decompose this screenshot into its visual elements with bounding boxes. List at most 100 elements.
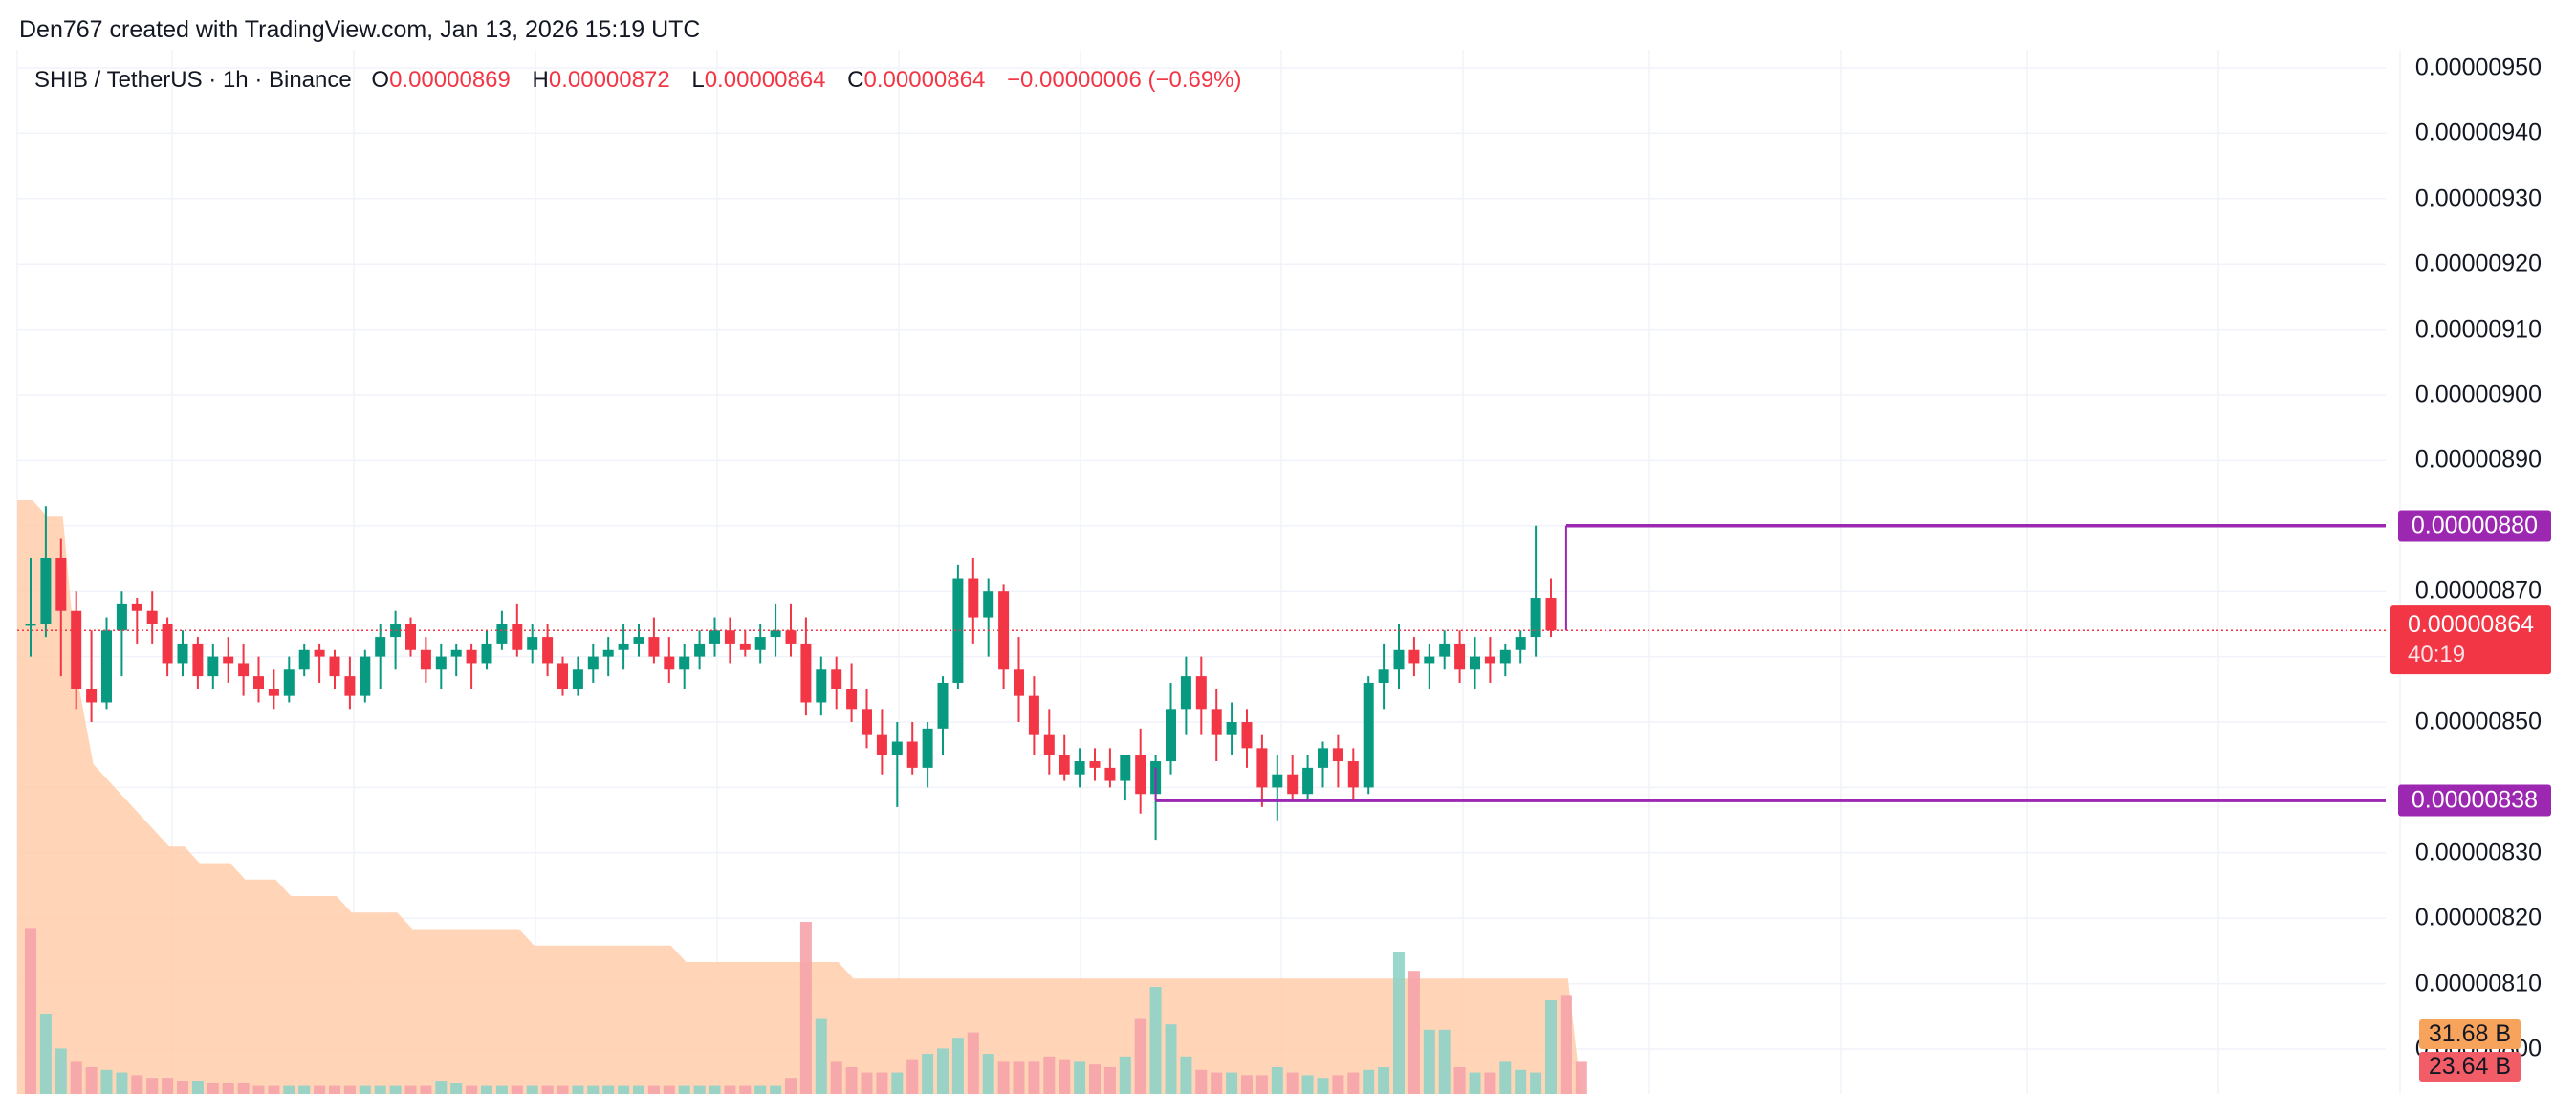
volume-bar	[1103, 1067, 1116, 1094]
price-axis-tick: 0.00000890	[2414, 446, 2542, 473]
candle-body	[1043, 734, 1055, 755]
volume-bar	[557, 1085, 569, 1094]
candle-body	[694, 643, 706, 657]
price-axis-tick: 0.00000950	[2414, 54, 2542, 81]
volume-bar	[572, 1085, 584, 1094]
candle-body	[1408, 649, 1420, 664]
candle-body	[587, 656, 599, 670]
volume-bar	[1363, 1069, 1375, 1094]
volume-bar	[283, 1085, 295, 1094]
symbol-legend: SHIB / TetherUS · 1h · Binance O0.000008…	[34, 67, 1242, 94]
volume-bar	[815, 1018, 827, 1094]
volume-bar	[709, 1085, 721, 1094]
candle-body	[1241, 722, 1253, 749]
candle-body	[1347, 761, 1359, 788]
candle-body	[1318, 748, 1328, 768]
volume-bar	[1180, 1056, 1192, 1094]
candle-body	[1059, 755, 1070, 775]
candle-body	[664, 656, 675, 670]
price-axis-tick: 0.00000900	[2414, 381, 2542, 408]
volume-ma-area	[17, 500, 1582, 1094]
candle-body	[1028, 695, 1039, 735]
candle-body	[86, 689, 98, 703]
candle-body	[709, 630, 720, 644]
volume-bar	[1211, 1072, 1223, 1094]
volume-bar	[1089, 1064, 1101, 1094]
volume-bar	[1317, 1078, 1329, 1094]
candle-body	[375, 637, 386, 657]
volume-bar	[481, 1085, 492, 1094]
volume-bar	[1393, 952, 1405, 1094]
chart-canvas[interactable]	[0, 50, 2576, 1094]
horizontal-line-price-tag: 0.00000880	[2397, 510, 2551, 542]
volume-bar	[647, 1085, 660, 1094]
volume-bar	[618, 1085, 630, 1094]
price-axis-tick: 0.00000850	[2414, 708, 2542, 735]
candle-body	[1499, 649, 1511, 664]
volume-bar	[967, 1032, 979, 1094]
candle-body	[1272, 774, 1283, 788]
volume-bar	[374, 1085, 386, 1094]
volume-bar	[1438, 1029, 1451, 1094]
price-axis-tick: 0.00000940	[2414, 119, 2542, 146]
volume-bar	[466, 1085, 478, 1094]
volume-bar	[343, 1085, 356, 1094]
volume-bar	[891, 1072, 904, 1094]
volume-bar	[1484, 1072, 1496, 1094]
price-axis-tick: 0.00000930	[2414, 185, 2542, 212]
volume-bar	[1408, 971, 1420, 1094]
volume-tag: 31.68 B	[2418, 1019, 2521, 1049]
candle-body	[116, 603, 127, 631]
candle-body	[55, 558, 67, 611]
volume-bar	[876, 1072, 888, 1094]
candle-body	[450, 649, 462, 657]
candle-body	[1515, 637, 1526, 650]
candle-body	[253, 676, 264, 689]
volume-bar	[191, 1081, 204, 1094]
open-value: 0.00000869	[389, 67, 511, 93]
volume-bar	[70, 1061, 82, 1094]
candle-body	[344, 676, 356, 696]
volume-bar	[298, 1085, 311, 1094]
price-axis-tick: 0.00000910	[2414, 316, 2542, 343]
volume-bar	[1545, 1000, 1557, 1094]
candle-body	[1424, 656, 1435, 664]
volume-bar	[39, 1014, 52, 1094]
symbol-label[interactable]: SHIB / TetherUS · 1h · Binance	[34, 67, 352, 93]
candle-body	[800, 643, 812, 703]
candle-body	[405, 624, 416, 650]
volume-bar	[633, 1085, 644, 1094]
volume-bar	[1378, 1067, 1390, 1094]
candle-body	[238, 663, 250, 677]
volume-bar	[252, 1085, 265, 1094]
horizontal-line-price-tag: 0.00000838	[2397, 784, 2551, 817]
candle-body	[1180, 676, 1191, 710]
volume-bar	[830, 1061, 842, 1094]
candle-body	[816, 669, 827, 703]
candle-body	[876, 734, 887, 755]
volume-bar	[85, 1067, 98, 1094]
close-label: C	[847, 67, 864, 93]
volume-bar	[495, 1085, 508, 1094]
candle-body	[1454, 643, 1466, 670]
candle-body	[633, 637, 644, 644]
candle-body	[862, 709, 872, 735]
candle-body	[754, 637, 766, 650]
candle-body	[785, 630, 797, 644]
candle-body	[314, 649, 325, 657]
volume-bar	[100, 1069, 113, 1094]
high-value: 0.00000872	[548, 67, 670, 93]
chart-area[interactable]	[0, 50, 2576, 1094]
candle-body	[527, 637, 538, 650]
candle-body	[937, 682, 949, 729]
volume-bar	[1043, 1056, 1056, 1094]
candle-body	[192, 643, 204, 677]
candle-body	[618, 643, 629, 650]
candle-body	[968, 578, 979, 618]
candle-body	[1393, 649, 1405, 670]
candle-body	[1089, 761, 1101, 768]
volume-bar	[116, 1072, 128, 1094]
change-value: −0.00000006 (−0.69%)	[1006, 67, 1242, 93]
candle-body	[1014, 669, 1024, 696]
last-price-tag: 0.00000864 40:19	[2390, 605, 2551, 675]
